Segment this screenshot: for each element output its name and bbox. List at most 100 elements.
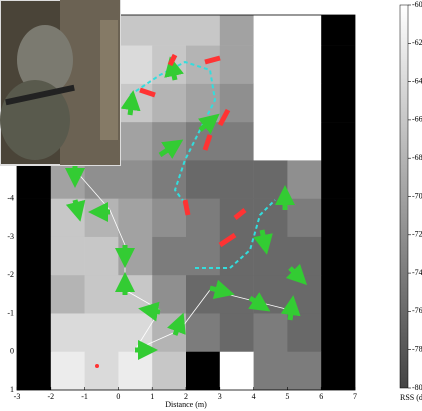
colorbar — [399, 4, 409, 389]
plot-frame — [16, 14, 356, 391]
x-tick-label: -2 — [47, 392, 54, 401]
heat-cell — [321, 236, 355, 276]
y-tick-label: -4 — [7, 194, 14, 203]
y-tick-label: 1 — [10, 385, 14, 394]
heat-cell — [253, 15, 288, 46]
heat-cell — [253, 45, 288, 85]
heat-cell — [287, 198, 322, 238]
colorbar-tick-label: -80 — [412, 383, 422, 392]
x-tick-label: -3 — [14, 392, 21, 401]
heat-cell — [287, 160, 322, 199]
heat-cell — [253, 236, 288, 276]
y-tick-label: 0 — [10, 347, 14, 356]
heat-cell — [287, 15, 322, 46]
x-tick-label: 3 — [218, 392, 222, 401]
heat-cell — [152, 160, 187, 199]
heat-cell — [186, 160, 221, 199]
heat-cell — [118, 15, 153, 46]
y-tick-label: -3 — [7, 232, 14, 241]
heat-cell — [84, 351, 119, 390]
x-tick-label: 5 — [285, 392, 289, 401]
heat-cell — [17, 198, 52, 238]
heat-cell — [118, 122, 153, 161]
heat-cell — [321, 351, 355, 390]
photo-inset — [0, 0, 121, 166]
heat-cell — [253, 160, 288, 199]
heat-cell — [321, 198, 355, 238]
heat-cell — [152, 198, 187, 238]
heat-cell — [287, 313, 322, 353]
heat-cell — [253, 351, 288, 390]
heat-cell — [287, 122, 322, 161]
trajectory — [65, 53, 308, 368]
heat-cell — [219, 160, 254, 199]
heat-cell — [287, 351, 322, 390]
heat-cell — [17, 351, 52, 390]
heat-cell — [186, 15, 221, 46]
heat-cell — [219, 15, 254, 46]
heat-cell — [253, 83, 288, 123]
heat-cell — [50, 313, 85, 353]
heat-cell — [118, 198, 153, 238]
heat-cell — [321, 160, 355, 199]
heat-cell — [321, 45, 355, 85]
heat-cell — [321, 83, 355, 123]
x-tick-label: -1 — [81, 392, 88, 401]
heat-cell — [186, 275, 221, 314]
heat-cell — [17, 160, 52, 199]
heat-cell — [152, 313, 187, 353]
heat-cell — [152, 83, 187, 123]
x-tick-label: 2 — [184, 392, 188, 401]
heat-cell — [50, 351, 85, 390]
heat-cell — [118, 313, 153, 353]
heat-cell — [321, 275, 355, 314]
heat-cell — [118, 83, 153, 123]
heat-cell — [186, 351, 221, 390]
heat-cell — [287, 45, 322, 85]
colorbar-tick-label: -66 — [412, 115, 422, 124]
heat-cell — [84, 275, 119, 314]
x-tick-label: 7 — [353, 392, 357, 401]
heat-cell — [17, 236, 52, 276]
heat-cell — [321, 15, 355, 46]
heat-cell — [219, 313, 254, 353]
heat-cell — [50, 160, 85, 199]
heat-cell — [152, 15, 187, 46]
colorbar-tick-label: -74 — [412, 268, 422, 277]
x-tick-label: 6 — [319, 392, 323, 401]
heat-cell — [219, 122, 254, 161]
heat-cell — [321, 122, 355, 161]
heat-cell — [186, 83, 221, 123]
heat-cell — [186, 198, 221, 238]
heat-cell — [50, 198, 85, 238]
heat-cell — [186, 313, 221, 353]
heat-cell — [219, 275, 254, 314]
heat-cell — [152, 122, 187, 161]
heat-cell — [84, 160, 119, 199]
heat-cell — [186, 236, 221, 276]
colorbar-tick-label: -64 — [412, 76, 422, 85]
colorbar-label: RSS (dBm) — [400, 393, 422, 402]
colorbar-tick-label: -78 — [412, 345, 422, 354]
heat-cell — [50, 236, 85, 276]
heat-cell — [253, 122, 288, 161]
heat-cell — [17, 313, 52, 353]
heat-cell — [219, 351, 254, 390]
y-tick-label: -2 — [7, 270, 14, 279]
colorbar-tick-label: -68 — [412, 153, 422, 162]
heat-cell — [17, 275, 52, 314]
heat-cell — [84, 313, 119, 353]
colorbar-tick-label: -72 — [412, 230, 422, 239]
heat-cell — [287, 83, 322, 123]
heat-cell — [118, 160, 153, 199]
x-tick-label: 4 — [252, 392, 256, 401]
heat-cell — [84, 236, 119, 276]
heat-cell — [253, 313, 288, 353]
heat-cell — [118, 351, 153, 390]
heat-cell — [50, 275, 85, 314]
x-axis-label: Distance (m) — [165, 400, 207, 409]
heat-cell — [321, 313, 355, 353]
colorbar-tick-label: -70 — [412, 191, 422, 200]
